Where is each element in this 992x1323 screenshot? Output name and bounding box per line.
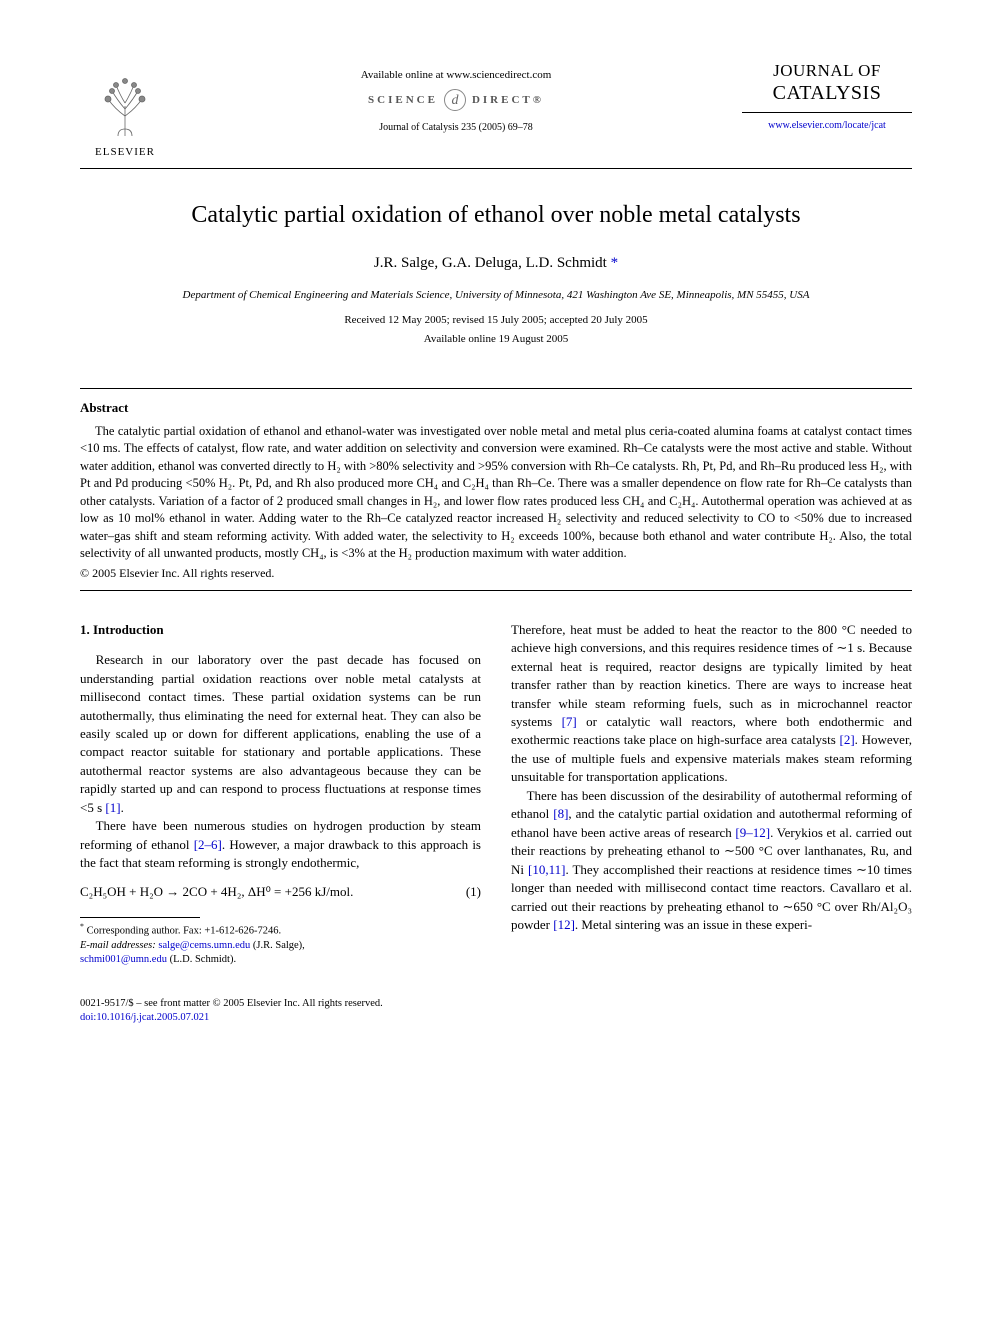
affiliation: Department of Chemical Engineering and M… [80, 288, 912, 303]
ref-link-10-11[interactable]: [10,11] [528, 862, 565, 877]
equation-number: (1) [466, 883, 481, 901]
corresponding-footnote: * Corresponding author. Fax: +1-612-626-… [80, 922, 481, 939]
publisher-name: ELSEVIER [95, 145, 155, 160]
sd-text-left: SCIENCE [368, 93, 438, 108]
footnotes: * Corresponding author. Fax: +1-612-626-… [80, 922, 481, 967]
body-columns: 1. Introduction Research in our laborato… [80, 621, 912, 967]
abstract-copyright: © 2005 Elsevier Inc. All rights reserved… [80, 565, 912, 582]
section-1-heading: 1. Introduction [80, 621, 481, 639]
journal-name-line1: JOURNAL OF [773, 61, 881, 80]
footnote-rule [80, 917, 200, 918]
email-footnote: E-mail addresses: salge@cems.umn.edu (J.… [80, 939, 481, 953]
header-center: Available online at www.sciencedirect.co… [170, 60, 742, 135]
abstract-bottom-rule [80, 590, 912, 591]
ref-link-2-6[interactable]: [2–6] [194, 837, 222, 852]
issn-line: 0021-9517/$ – see front matter © 2005 El… [80, 997, 912, 1011]
ref-link-1[interactable]: [1] [105, 800, 120, 815]
abstract-body: The catalytic partial oxidation of ethan… [80, 423, 912, 563]
intro-para-1: Research in our laboratory over the past… [80, 651, 481, 817]
email-link-2[interactable]: schmi001@umn.edu [80, 954, 167, 965]
article-title: Catalytic partial oxidation of ethanol o… [80, 199, 912, 233]
online-date: Available online 19 August 2005 [80, 332, 912, 347]
sd-text-right: DIRECT® [472, 93, 544, 108]
intro-para-2: There have been numerous studies on hydr… [80, 817, 481, 872]
right-column: Therefore, heat must be added to heat th… [511, 621, 912, 967]
col2-para-2: There has been discussion of the desirab… [511, 787, 912, 935]
equation-body: C₂H₅OH + H₂O → 2CO + 4H₂, ΔH⁰ = +256 kJ/… [80, 883, 353, 901]
page-header: ELSEVIER Available online at www.science… [80, 60, 912, 160]
abstract-top-rule [80, 388, 912, 389]
available-online-text: Available online at www.sciencedirect.co… [170, 68, 742, 83]
doi-link[interactable]: doi:10.1016/j.jcat.2005.07.021 [80, 1012, 209, 1023]
ref-link-7[interactable]: [7] [562, 714, 577, 729]
journal-name-line2: CATALYSIS [742, 81, 912, 113]
left-column: 1. Introduction Research in our laborato… [80, 621, 481, 967]
col2-para-1: Therefore, heat must be added to heat th… [511, 621, 912, 787]
email-link-1[interactable]: salge@cems.umn.edu [158, 940, 250, 951]
equation-1: C₂H₅OH + H₂O → 2CO + 4H₂, ΔH⁰ = +256 kJ/… [80, 883, 481, 901]
authors-line: J.R. Salge, G.A. Deluga, L.D. Schmidt * [80, 253, 912, 274]
ref-link-8[interactable]: [8] [553, 806, 568, 821]
sciencedirect-logo: SCIENCE d DIRECT® [170, 89, 742, 111]
email-footnote-2: schmi001@umn.edu (L.D. Schmidt). [80, 953, 481, 967]
author-names: J.R. Salge, G.A. Deluga, L.D. Schmidt [374, 255, 607, 271]
ref-link-12[interactable]: [12] [553, 917, 575, 932]
corresponding-mark: * [611, 255, 619, 271]
publisher-logo: ELSEVIER [80, 60, 170, 160]
journal-url-link[interactable]: www.elsevier.com/locate/jcat [742, 119, 912, 133]
ref-link-2[interactable]: [2] [840, 732, 855, 747]
manuscript-dates: Received 12 May 2005; revised 15 July 20… [80, 313, 912, 328]
ref-link-9-12[interactable]: [9–12] [735, 825, 770, 840]
header-rule [80, 168, 912, 169]
elsevier-tree-icon [90, 71, 160, 141]
journal-title-box: JOURNAL OF CATALYSIS www.elsevier.com/lo… [742, 60, 912, 133]
page-footer: 0021-9517/$ – see front matter © 2005 El… [80, 997, 912, 1025]
journal-citation: Journal of Catalysis 235 (2005) 69–78 [170, 121, 742, 135]
abstract-heading: Abstract [80, 399, 912, 417]
sd-swirl-icon: d [444, 89, 466, 111]
